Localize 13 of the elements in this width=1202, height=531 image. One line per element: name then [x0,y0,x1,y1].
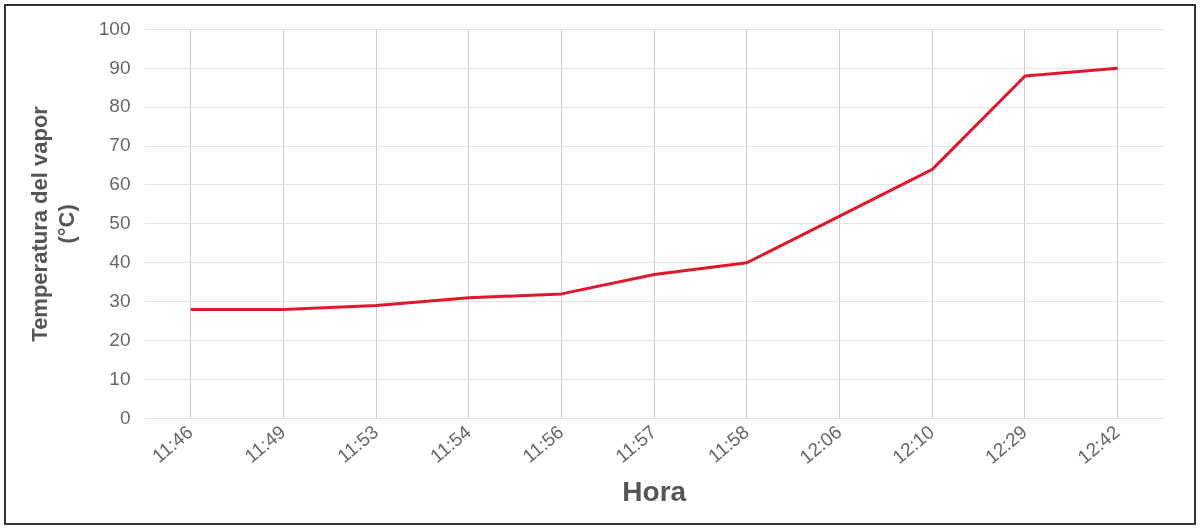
y-axis-title: Temperatura del vapor (°C) [27,105,79,342]
y-tick-label: 80 [109,95,131,117]
y-tick-label: 70 [109,134,131,156]
y-tick-label: 0 [119,406,131,428]
y-tick-label: 10 [109,367,131,389]
y-tick-label: 60 [109,173,131,195]
y-tick-label: 40 [109,251,131,273]
x-axis-title: Hora [622,475,687,507]
y-tick-label: 50 [109,212,131,234]
y-tick-label: 20 [109,328,131,350]
y-tick-label: 30 [109,289,131,311]
y-tick-label: 90 [109,56,131,78]
y-tick-label: 100 [98,17,131,39]
